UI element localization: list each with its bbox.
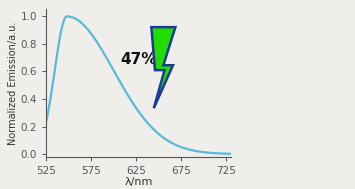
Text: 47%: 47% — [120, 52, 157, 67]
X-axis label: λ/nm: λ/nm — [124, 177, 153, 187]
Y-axis label: Normalized Emission/a.u.: Normalized Emission/a.u. — [8, 22, 18, 145]
Polygon shape — [151, 27, 175, 108]
